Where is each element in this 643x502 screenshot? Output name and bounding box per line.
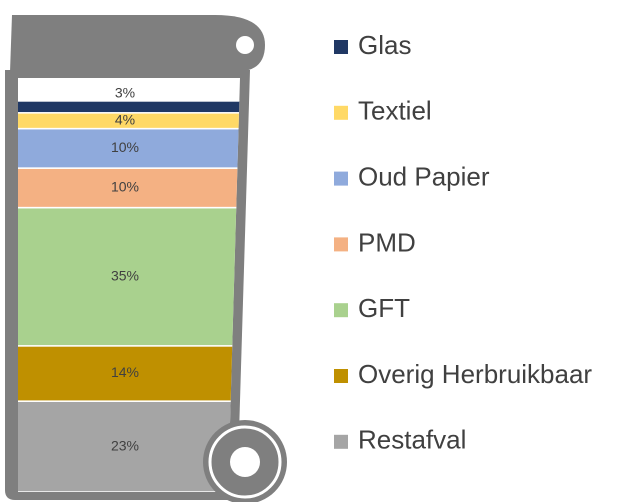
legend-label: Glas bbox=[358, 30, 411, 60]
segment bbox=[18, 400, 240, 492]
segment-label: 10% bbox=[111, 139, 139, 155]
segment-labels: 23% 14% 35% 10% 10% 4% 3% bbox=[111, 85, 139, 454]
legend-swatch bbox=[334, 369, 348, 383]
lid-hole bbox=[236, 36, 254, 54]
segment-label: 4% bbox=[115, 111, 135, 127]
legend-label: GFT bbox=[358, 293, 410, 323]
segment-label: 10% bbox=[111, 179, 139, 195]
legend-label: Restafval bbox=[358, 425, 466, 455]
legend-swatch bbox=[334, 40, 348, 54]
legend-swatch bbox=[334, 303, 348, 318]
segment-label: 35% bbox=[111, 267, 139, 283]
segment bbox=[18, 100, 240, 114]
segment-label: 3% bbox=[115, 85, 135, 101]
legend-swatch bbox=[334, 105, 348, 120]
segments bbox=[18, 100, 240, 492]
legend-swatch bbox=[334, 237, 348, 252]
segment-label: 14% bbox=[111, 364, 139, 380]
legend-label: Textiel bbox=[358, 96, 432, 126]
legend-swatch bbox=[334, 171, 348, 186]
wheel-hub bbox=[230, 447, 260, 477]
bin-lid bbox=[10, 15, 265, 72]
wheel-ring bbox=[208, 425, 282, 499]
legend-label: PMD bbox=[358, 227, 416, 257]
legend-label: Oud Papier bbox=[358, 161, 490, 191]
segment-label: 23% bbox=[111, 437, 139, 453]
legend: Glas Textiel Oud Papier PMD GFT Overig Herbru… bbox=[334, 30, 592, 455]
legend-swatch bbox=[334, 434, 348, 449]
legend-label: Overig Herbruikbaar bbox=[358, 359, 592, 389]
